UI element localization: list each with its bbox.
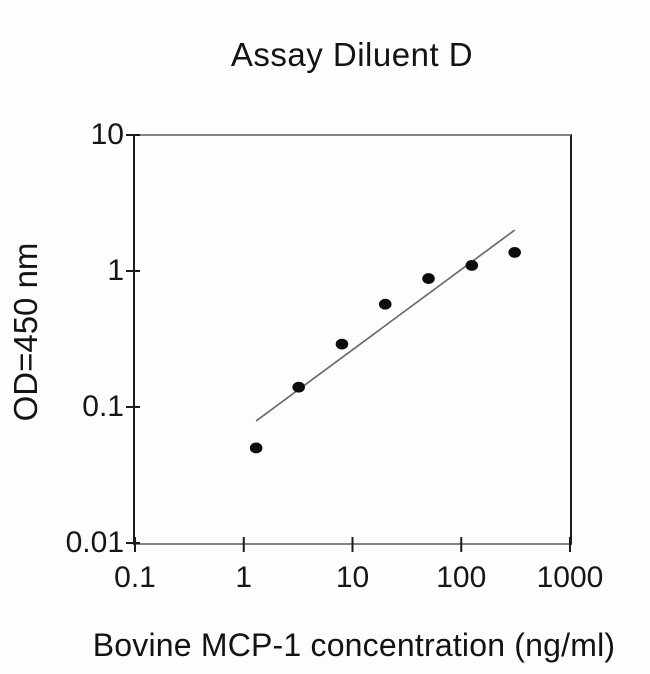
x-tick-label-0.1: 0.1 [114,561,156,594]
y-tick-label-10: 10 [90,118,124,151]
x-tick-label-1000: 1000 [536,561,604,594]
data-point [422,273,435,284]
data-point [378,298,392,310]
data-point [292,381,305,393]
data-point [249,442,263,454]
data-point [335,338,349,350]
data-point [508,247,521,258]
x-tick-label-10: 10 [335,561,370,594]
x-tick-label-1: 1 [235,561,253,594]
y-tick-label-1: 1 [107,254,124,287]
chart-title: Assay Diluent D [230,36,474,73]
y-tick-label-0.1: 0.1 [82,390,124,423]
y-tick-label-0.01: 0.01 [65,526,124,559]
x-axis-title: Bovine MCP-1 concentration (ng/ml) [92,627,616,663]
x-tick-label-100: 100 [436,561,487,594]
data-point [465,259,479,271]
fit-line [255,229,516,422]
